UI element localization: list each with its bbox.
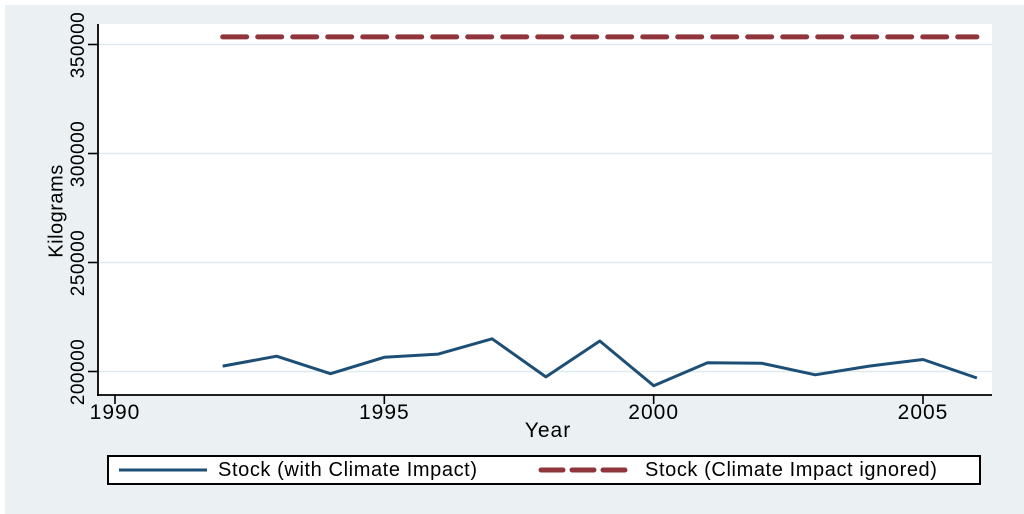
- tick-marks: [88, 43, 924, 404]
- page-margin-left: [0, 0, 5, 514]
- x-tick-label: 2005: [897, 401, 949, 424]
- legend-line-sample-climate-ignored: [538, 467, 635, 473]
- plot-area: [98, 24, 992, 395]
- y-tick-label: 250000: [68, 229, 89, 296]
- y-tick-label: 350000: [68, 11, 89, 78]
- x-axis-title: Year: [524, 419, 572, 442]
- x-tick-label: 1990: [89, 401, 141, 424]
- legend-box: Stock (with Climate Impact) Stock (Clima…: [107, 455, 981, 485]
- legend-label-climate-ignored: Stock (Climate Impact ignored): [645, 459, 938, 481]
- grid-lines: [98, 43, 992, 373]
- x-tick-label: 2000: [628, 401, 680, 424]
- x-tick-label: 1995: [358, 401, 410, 424]
- y-tick-label: 200000: [68, 338, 89, 405]
- legend-line-sample-with-climate: [119, 468, 207, 472]
- page-margin-top: [0, 0, 1024, 5]
- axis-lines: [97, 24, 992, 396]
- series-line-with-climate: [222, 337, 978, 388]
- legend-label-with-climate: Stock (with Climate Impact): [218, 459, 478, 481]
- y-tick-label: 300000: [68, 120, 89, 187]
- y-axis-title: Kilograms: [45, 164, 68, 258]
